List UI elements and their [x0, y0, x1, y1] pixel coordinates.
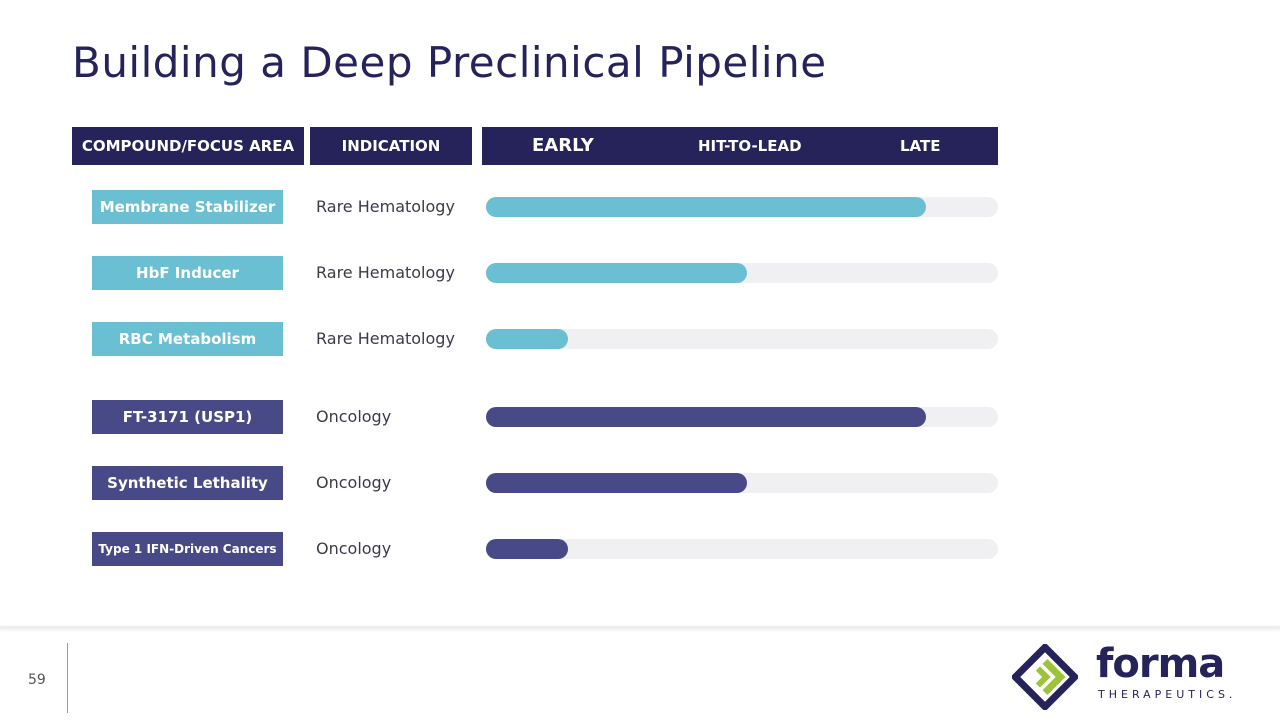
indication-text: Oncology: [316, 473, 392, 492]
header-stage-early: EARLY: [532, 135, 594, 156]
pipeline-row: Type 1 IFN-Driven Cancers Oncology: [0, 532, 1280, 566]
header-stage-hit-to-lead: HIT-TO-LEAD: [698, 137, 802, 155]
progress-bar: [486, 263, 748, 283]
progress-track: [486, 329, 998, 349]
compound-label: Membrane Stabilizer: [92, 190, 283, 224]
indication-text: Rare Hematology: [316, 197, 455, 216]
indication-text: Oncology: [316, 539, 392, 558]
header-stages: EARLY HIT-TO-LEAD LATE: [482, 127, 998, 165]
indication-text: Rare Hematology: [316, 329, 455, 348]
page-number-separator: [67, 643, 68, 713]
progress-bar: [486, 407, 927, 427]
footer-divider: [0, 626, 1280, 629]
pipeline-row: HbF Inducer Rare Hematology: [0, 256, 1280, 290]
brand-name: forma: [1096, 641, 1225, 687]
page-title: Building a Deep Preclinical Pipeline: [72, 38, 827, 87]
indication-text: Oncology: [316, 407, 392, 426]
compound-label: Synthetic Lethality: [92, 466, 283, 500]
pipeline-row: RBC Metabolism Rare Hematology: [0, 322, 1280, 356]
compound-label: Type 1 IFN-Driven Cancers: [92, 532, 283, 566]
progress-track: [486, 539, 998, 559]
progress-track: [486, 263, 998, 283]
progress-track: [486, 197, 998, 217]
header-compound: COMPOUND/FOCUS AREA: [72, 127, 304, 165]
progress-bar: [486, 329, 568, 349]
header-indication: INDICATION: [310, 127, 472, 165]
compound-label: FT-3171 (USP1): [92, 400, 283, 434]
pipeline-row: Synthetic Lethality Oncology: [0, 466, 1280, 500]
pipeline-row: Membrane Stabilizer Rare Hematology: [0, 190, 1280, 224]
progress-bar: [486, 539, 568, 559]
progress-track: [486, 407, 998, 427]
page-number: 59: [28, 672, 46, 688]
compound-label: HbF Inducer: [92, 256, 283, 290]
pipeline-row: FT-3171 (USP1) Oncology: [0, 400, 1280, 434]
indication-text: Rare Hematology: [316, 263, 455, 282]
brand-tagline: THERAPEUTICS.: [1098, 688, 1237, 701]
progress-bar: [486, 473, 748, 493]
progress-bar: [486, 197, 927, 217]
compound-label: RBC Metabolism: [92, 322, 283, 356]
progress-track: [486, 473, 998, 493]
forma-logo-icon: [1012, 644, 1078, 710]
header-stage-late: LATE: [900, 137, 941, 155]
